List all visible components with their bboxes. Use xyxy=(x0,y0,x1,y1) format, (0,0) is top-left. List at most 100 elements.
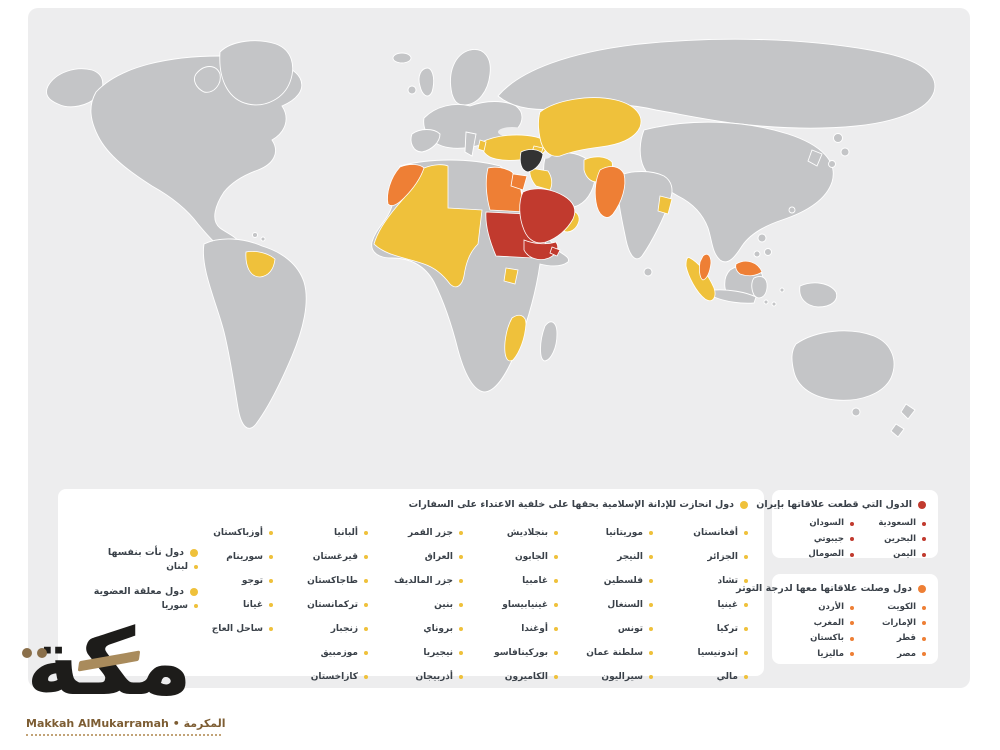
bullet xyxy=(922,552,926,557)
legend-item: زنجبار xyxy=(273,617,368,641)
legend-suspended-header: دول معلقة العضوية xyxy=(76,586,198,597)
bullet xyxy=(922,621,926,626)
region-central-asia xyxy=(538,97,642,157)
red-legend-dot xyxy=(918,500,926,509)
condemn-col-2: موريتانيا النيجر فلسطين السنغال تونس سلط… xyxy=(558,521,653,689)
yellow-legend-dot xyxy=(190,587,198,596)
bullet xyxy=(364,651,368,655)
bullet xyxy=(744,531,748,535)
bullet xyxy=(459,651,463,655)
region-iraq xyxy=(529,167,553,191)
legend-tension-title: دول وصلت علاقاتها معها لدرجة التوتر xyxy=(736,583,912,594)
bullet xyxy=(364,603,368,607)
legend-item: جزر المالديف xyxy=(368,569,463,593)
legend-item: إندونيسيا xyxy=(653,641,748,665)
condemn-col-3: بنجلاديش الجابون غامبيا غينيابيساو أوغند… xyxy=(463,521,558,689)
bullet xyxy=(744,627,748,631)
condemn-col-5: ألبانيا قيرغستان طاجاكستان تركمانستان زن… xyxy=(273,521,368,689)
bullet xyxy=(922,652,926,657)
legend-cut-header: الدول التي قطعت علاقاتها بإيران xyxy=(756,499,926,510)
legend-item: سلطنة عمان xyxy=(558,641,653,665)
legend-item: أذربيجان xyxy=(368,665,463,689)
legend-item: بروناي xyxy=(368,617,463,641)
bullet xyxy=(922,605,926,610)
region-bangladesh xyxy=(657,195,673,215)
legend-item: الجابون xyxy=(463,545,558,569)
bullet xyxy=(269,579,273,583)
legend-item: الصومال xyxy=(782,547,854,563)
bullet xyxy=(554,603,558,607)
legend-item: أوزباكستان xyxy=(173,521,273,545)
region-albania xyxy=(477,139,487,152)
condemn-col-6: أوزباكستان سورينام توجو غيانا ساحل العاج xyxy=(173,521,273,689)
legend-item: جيبوتي xyxy=(782,532,854,548)
region-saudi-arabia xyxy=(519,188,576,244)
bullet xyxy=(649,627,653,631)
bullet xyxy=(459,675,463,679)
legend-item: ماليزيا xyxy=(782,647,854,663)
legend-item: السعودية xyxy=(854,516,926,532)
region-pakistan xyxy=(594,166,626,218)
legend-item: الجزائر xyxy=(653,545,748,569)
bullet xyxy=(269,555,273,559)
legend-item: بنين xyxy=(368,593,463,617)
yellow-legend-dot xyxy=(190,548,198,557)
region-malay-peninsula xyxy=(699,253,712,281)
legend-item: غامبيا xyxy=(463,569,558,593)
bullet xyxy=(459,603,463,607)
legend-item: قيرغستان xyxy=(273,545,368,569)
bullet xyxy=(554,531,558,535)
cut-col-1: السعودية البحرين اليمن xyxy=(854,516,926,563)
legend-item: العراق xyxy=(368,545,463,569)
bullet xyxy=(850,652,854,657)
legend-item: المغرب xyxy=(782,616,854,632)
legend-cut-title: الدول التي قطعت علاقاتها بإيران xyxy=(756,499,912,510)
bullet xyxy=(649,675,653,679)
orange-legend-dot xyxy=(918,584,926,593)
legend-item: مالي xyxy=(653,665,748,689)
legend-item: تشاد xyxy=(653,569,748,593)
legend-item: غيانا xyxy=(173,593,273,617)
bullet xyxy=(744,579,748,583)
bullet xyxy=(744,555,748,559)
world-map xyxy=(46,38,936,438)
region-uganda xyxy=(503,267,519,285)
makkah-logo: مكة Makkah AlMukarramah • المكرمة xyxy=(22,609,236,737)
legend-item: غينيابيساو xyxy=(463,593,558,617)
legend-item: غينيا xyxy=(653,593,748,617)
bullet xyxy=(554,555,558,559)
legend-item: موزمبيق xyxy=(273,641,368,665)
region-north-borneo xyxy=(735,260,763,277)
bullet xyxy=(922,521,926,526)
legend-item: تونس xyxy=(558,617,653,641)
bullet xyxy=(744,651,748,655)
bullet xyxy=(459,579,463,583)
bullet xyxy=(554,651,558,655)
bullet xyxy=(194,565,198,569)
legend-item: قطر xyxy=(854,631,926,647)
legend-card-tension: دول وصلت علاقاتها معها لدرجة التوتر الكو… xyxy=(736,574,938,664)
region-djibouti xyxy=(549,246,561,257)
bullet xyxy=(194,604,198,608)
legend-condemn-header: دول انحازت للإدانة الإسلامية بحقها على خ… xyxy=(409,499,748,510)
legend-distanced-header: دول نأت بنفسها xyxy=(76,547,198,558)
region-morocco xyxy=(387,164,425,206)
legend-item: موريتانيا xyxy=(558,521,653,545)
bullet xyxy=(649,579,653,583)
bullet xyxy=(744,675,748,679)
region-nw-africa xyxy=(373,164,483,288)
bullet xyxy=(744,603,748,607)
bullet xyxy=(850,636,854,641)
region-mozambique xyxy=(504,314,527,362)
bullet xyxy=(922,537,926,542)
logo-wordmark: مكة xyxy=(26,609,194,716)
bullet xyxy=(850,605,854,610)
region-australia xyxy=(791,330,895,401)
tension-col-1: الكويت الإمارات قطر مصر xyxy=(854,600,926,662)
region-south-america xyxy=(202,238,307,429)
legend-item: اليمن xyxy=(854,547,926,563)
legend-card-condemn: دول انحازت للإدانة الإسلامية بحقها على خ… xyxy=(58,489,764,682)
tension-col-2: الأردن المغرب باكستان ماليزيا xyxy=(782,600,854,662)
legend-item: كازاخستان xyxy=(273,665,368,689)
legend-item: السودان xyxy=(782,516,854,532)
